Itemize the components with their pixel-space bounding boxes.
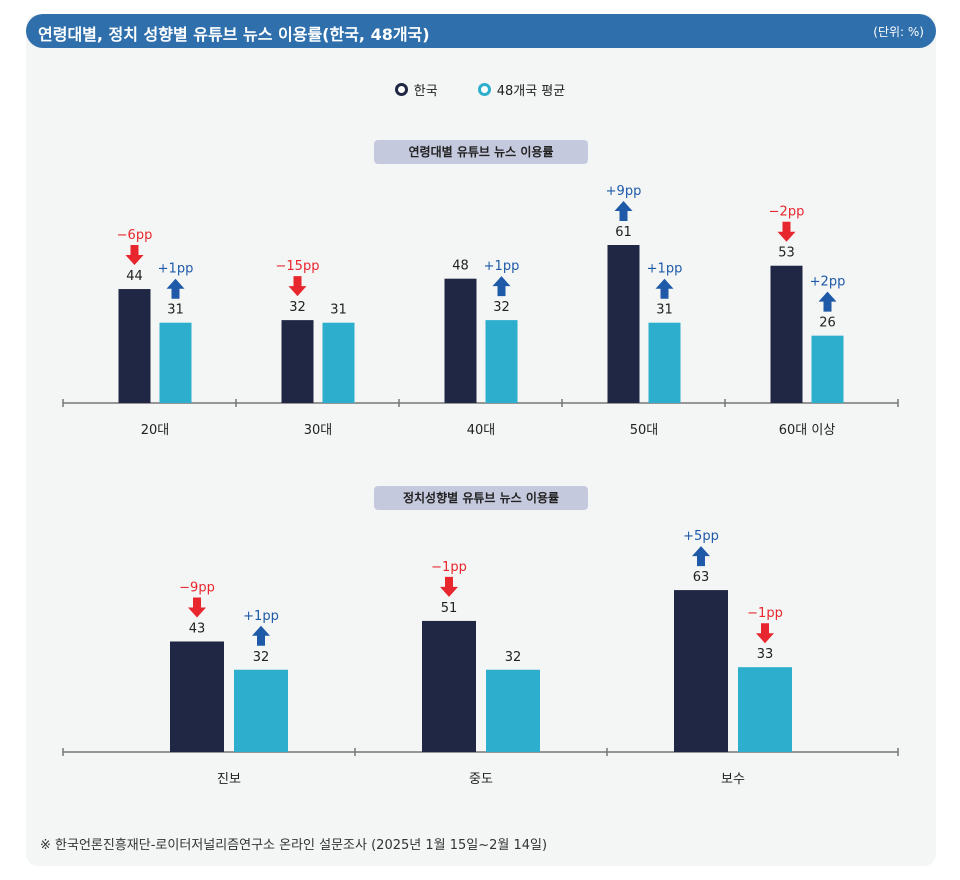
header-bar: 연령대별, 정치 성향별 유튜브 뉴스 이용률(한국, 48개국) (단위: %… bbox=[26, 14, 936, 48]
change-label: +1pp bbox=[484, 259, 520, 274]
value-label: 33 bbox=[757, 647, 774, 662]
arrow-down-icon bbox=[288, 276, 307, 297]
change-label: +1pp bbox=[158, 262, 194, 277]
value-label: 32 bbox=[493, 300, 510, 315]
value-label: 51 bbox=[441, 601, 458, 616]
category-label: 진보 bbox=[217, 772, 241, 787]
arrow-down-icon bbox=[440, 576, 458, 597]
category-label: 20대 bbox=[141, 423, 170, 438]
change-label: −9pp bbox=[179, 580, 215, 595]
change-label: −1pp bbox=[747, 606, 783, 621]
change-label: −15pp bbox=[276, 259, 320, 274]
chart-title-politics: 정치성향별 유튜브 뉴스 이용률 bbox=[374, 486, 588, 510]
value-label: 32 bbox=[253, 650, 270, 665]
value-label: 31 bbox=[167, 303, 184, 318]
category-label: 중도 bbox=[469, 772, 493, 787]
unit-label: (단위: %) bbox=[873, 25, 924, 39]
page-title: 연령대별, 정치 성향별 유튜브 뉴스 이용률(한국, 48개국) bbox=[38, 25, 430, 44]
arrow-down-icon bbox=[756, 623, 774, 644]
legend-item-korea: 한국 bbox=[394, 80, 438, 99]
bar-korea bbox=[170, 641, 224, 752]
bar-average bbox=[738, 667, 792, 752]
value-label: 61 bbox=[615, 225, 632, 240]
change-label: −1pp bbox=[431, 560, 467, 575]
value-label: 26 bbox=[819, 316, 836, 331]
legend-label: 한국 bbox=[413, 84, 438, 99]
arrow-up-icon bbox=[692, 546, 710, 567]
bar-korea bbox=[444, 278, 477, 403]
legend-dot-icon bbox=[477, 83, 491, 96]
arrow-up-icon bbox=[655, 278, 674, 299]
legend-label: 48개국 평균 bbox=[496, 84, 566, 99]
legend-item-average: 48개국 평균 bbox=[477, 80, 566, 99]
source-note: ※ 한국언론진흥재단-로이터저널리즘연구소 온라인 설문조사 (2025년 1월… bbox=[40, 838, 548, 853]
value-label: 53 bbox=[778, 246, 795, 261]
legend-dot-icon bbox=[394, 83, 408, 96]
value-label: 32 bbox=[505, 650, 522, 665]
value-label: 43 bbox=[189, 621, 206, 636]
value-label: 31 bbox=[656, 303, 673, 318]
change-label: −2pp bbox=[769, 205, 805, 220]
value-label: 32 bbox=[289, 300, 306, 315]
change-label: +5pp bbox=[683, 529, 719, 544]
bar-korea bbox=[674, 590, 728, 752]
arrow-up-icon bbox=[252, 625, 270, 646]
category-label: 보수 bbox=[721, 772, 745, 787]
category-label: 30대 bbox=[304, 423, 333, 438]
arrow-down-icon bbox=[777, 221, 796, 242]
value-label: 31 bbox=[330, 303, 347, 318]
legend: 한국 48개국 평균 bbox=[0, 80, 960, 99]
change-label: +9pp bbox=[606, 184, 642, 199]
bar-korea bbox=[607, 245, 640, 403]
bar-korea bbox=[281, 320, 314, 403]
arrow-down-icon bbox=[125, 245, 144, 266]
category-label: 50대 bbox=[630, 423, 659, 438]
bar-average bbox=[322, 322, 355, 403]
value-label: 44 bbox=[126, 269, 143, 284]
category-label: 60대 이상 bbox=[779, 423, 836, 438]
change-label: −6pp bbox=[117, 228, 153, 243]
arrow-down-icon bbox=[188, 597, 206, 618]
change-label: +1pp bbox=[647, 262, 683, 277]
value-label: 63 bbox=[693, 570, 710, 585]
arrow-up-icon bbox=[166, 278, 185, 299]
category-label: 40대 bbox=[467, 423, 496, 438]
bar-average bbox=[811, 335, 844, 403]
bar-korea bbox=[770, 265, 803, 403]
bar-korea bbox=[422, 620, 476, 752]
bar-average bbox=[486, 669, 540, 752]
arrow-up-icon bbox=[818, 291, 837, 312]
change-label: +1pp bbox=[243, 609, 279, 624]
chart-title-age: 연령대별 유튜브 뉴스 이용률 bbox=[374, 140, 588, 164]
bar-average bbox=[159, 322, 192, 403]
value-label: 48 bbox=[452, 259, 469, 274]
arrow-up-icon bbox=[492, 276, 511, 297]
bar-average bbox=[485, 320, 518, 403]
arrow-up-icon bbox=[614, 201, 633, 222]
bar-average bbox=[234, 669, 288, 752]
bar-korea bbox=[118, 289, 151, 403]
bar-average bbox=[648, 322, 681, 403]
change-label: +2pp bbox=[810, 275, 846, 290]
